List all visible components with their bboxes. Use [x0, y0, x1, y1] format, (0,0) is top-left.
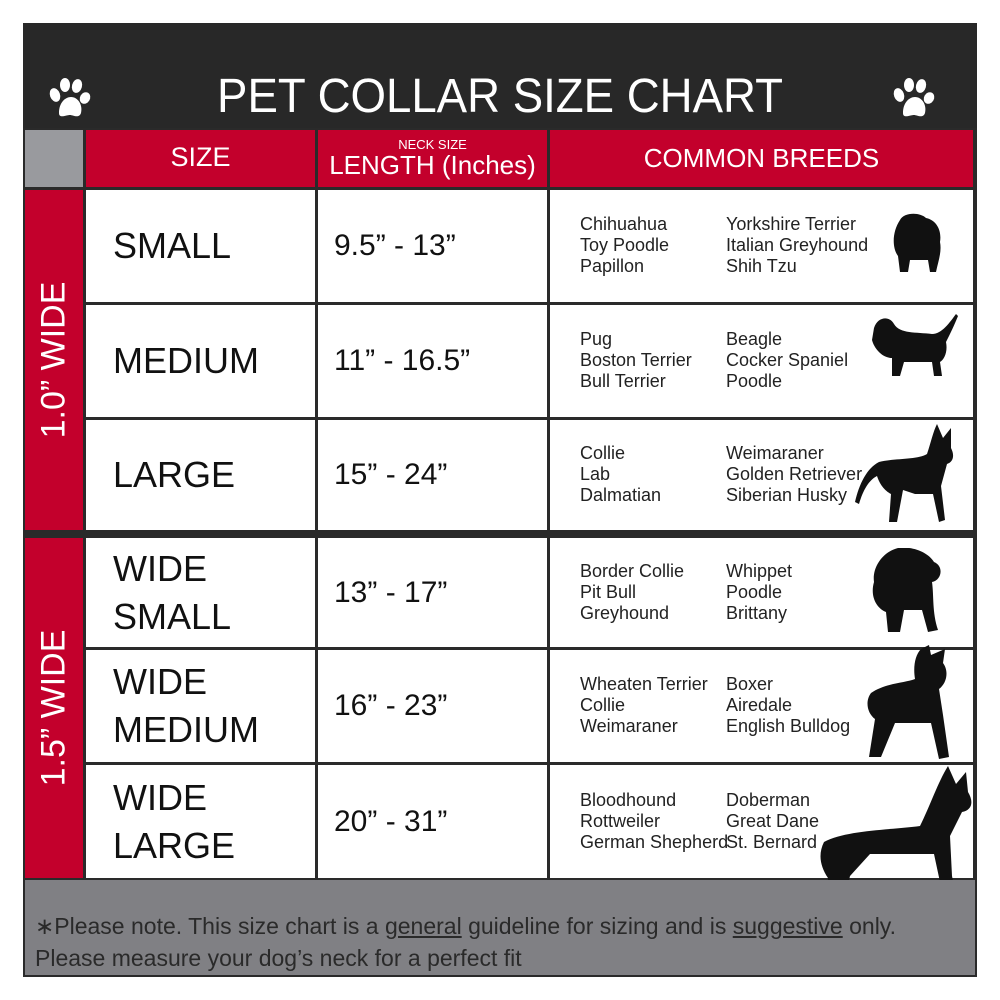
length-cell: 16” - 23”	[318, 650, 547, 762]
length-value: 16” - 23”	[334, 689, 448, 722]
breed-name: English Bulldog	[726, 716, 851, 736]
breeds-col-1: Collie Lab Dalmatian	[580, 443, 661, 506]
group-label-text: 1.0” WIDE	[34, 281, 73, 439]
breeds-col-2: Beagle Cocker Spaniel Poodle	[726, 329, 848, 392]
breeds-cell: Wheaten Terrier Collie Weimaraner Boxer Aire…	[550, 650, 973, 762]
breed-name: Toy Poodle	[580, 235, 670, 255]
breed-name: Boxer	[726, 674, 774, 694]
breed-name: Brittany	[726, 603, 788, 623]
size-label: WIDE SMALL	[113, 547, 232, 637]
breed-name: Collie	[580, 443, 626, 463]
pitbull-silhouette-icon	[867, 645, 949, 759]
size-label: MEDIUM	[113, 340, 259, 381]
breeds-col-2: Doberman Great Dane St. Bernard	[726, 790, 819, 853]
page-title: PET COLLAR SIZE CHART	[217, 70, 783, 123]
breeds-cell: Bloodhound Rottweiler German Shepherd Dober…	[550, 765, 973, 878]
bulldog-silhouette-icon	[872, 548, 941, 632]
length-cell: 13” - 17”	[318, 538, 547, 647]
breed-name: Dalmatian	[580, 485, 662, 505]
doberman-silhouette-icon	[820, 766, 972, 920]
size-cell: WIDE MEDIUM	[86, 650, 315, 762]
size-cell: SMALL	[86, 190, 315, 302]
length-cell: 9.5” - 13”	[318, 190, 547, 302]
paw-icon	[49, 78, 91, 117]
breed-name: Greyhound	[580, 603, 670, 623]
breed-name: Great Dane	[726, 811, 820, 831]
breed-name: Wheaten Terrier	[580, 674, 708, 694]
breeds-col-2: Whippet Poodle Brittany	[726, 561, 792, 624]
breed-name: Airedale	[726, 695, 793, 715]
breeds-col-1: Chihuahua Toy Poodle Papillon	[580, 214, 669, 277]
size-label: LARGE	[113, 454, 236, 495]
length-value: 9.5” - 13”	[334, 229, 456, 262]
header-size: SIZE	[86, 130, 315, 187]
breed-name: Shih Tzu	[726, 256, 797, 276]
length-cell: 15” - 24”	[318, 420, 547, 530]
breed-name: Papillon	[580, 256, 645, 276]
breeds-col-2: Weimaraner Golden Retriever Siberian Husky	[726, 443, 862, 506]
size-cell: MEDIUM	[86, 305, 315, 417]
breed-name: Poodle	[726, 371, 783, 391]
breed-name: Siberian Husky	[726, 485, 848, 505]
group-label-1-5in: 1.5” WIDE	[25, 538, 83, 878]
header-length-sub: NECK SIZE	[398, 137, 467, 152]
group-label-text: 1.5” WIDE	[34, 629, 73, 787]
header-length: NECK SIZE LENGTH (Inches)	[318, 130, 547, 187]
breeds-col-1: Bloodhound Rottweiler German Shepherd	[580, 790, 728, 853]
breed-name: Weimaraner	[580, 716, 678, 736]
breed-name: Golden Retriever	[726, 464, 863, 484]
breed-name: Cocker Spaniel	[726, 350, 849, 370]
length-value: 11” - 16.5”	[334, 344, 471, 377]
breed-name: Poodle	[726, 582, 783, 602]
breed-name: Doberman	[726, 790, 811, 810]
breed-name: Collie	[580, 695, 626, 715]
size-cell: WIDE LARGE	[86, 765, 315, 878]
breed-name: Weimaraner	[726, 443, 824, 463]
size-cell: WIDE SMALL	[86, 538, 315, 647]
breed-name: Border Collie	[580, 561, 685, 581]
length-value: 13” - 17”	[334, 575, 448, 609]
breeds-col-1: Pug Boston Terrier Bull Terrier	[580, 329, 692, 392]
length-cell: 20” - 31”	[318, 765, 547, 878]
breed-name: Boston Terrier	[580, 350, 692, 370]
length-cell: 11” - 16.5”	[318, 305, 547, 417]
shepherd-silhouette-icon	[855, 424, 954, 522]
footer-line-2: Please measure your dog’s neck for a per…	[35, 945, 522, 971]
breed-name: Whippet	[726, 561, 793, 581]
breed-name: Pug	[580, 329, 613, 349]
breed-name: Italian Greyhound	[726, 235, 869, 255]
breed-name: Lab	[580, 464, 611, 484]
header-breeds: COMMON BREEDS	[550, 130, 973, 187]
size-cell: LARGE	[86, 420, 315, 530]
small-dog-silhouette-icon	[893, 213, 941, 272]
paw-icon	[893, 78, 935, 117]
title-bar: PET COLLAR SIZE CHART	[23, 23, 977, 128]
breed-name: Bull Terrier	[580, 371, 666, 391]
footer-note: ∗Please note. This size chart is a gener…	[25, 880, 975, 975]
length-value: 15” - 24”	[334, 458, 448, 491]
breeds-col-2: Boxer Airedale English Bulldog	[726, 674, 850, 737]
breed-name: Yorkshire Terrier	[726, 214, 857, 234]
breeds-col-1: Wheaten Terrier Collie Weimaraner	[580, 674, 708, 737]
header-length-main: LENGTH (Inches)	[329, 150, 536, 180]
breed-name: St. Bernard	[726, 832, 818, 852]
group-label-1in: 1.0” WIDE	[25, 190, 83, 530]
breed-name: German Shepherd	[580, 832, 729, 852]
breed-name: Chihuahua	[580, 214, 668, 234]
size-label: WIDE LARGE	[113, 776, 236, 866]
breed-name: Pit Bull	[580, 582, 637, 602]
breed-name: Beagle	[726, 329, 783, 349]
breed-name: Bloodhound	[580, 790, 677, 810]
breeds-col-2: Yorkshire Terrier Italian Greyhound Shih T…	[726, 214, 868, 277]
length-value: 20” - 31”	[334, 804, 448, 838]
footer-line-1: ∗Please note. This size chart is a gener…	[35, 913, 896, 939]
size-label: SMALL	[113, 225, 232, 266]
basset-silhouette-icon	[872, 314, 958, 376]
breed-name: Rottweiler	[580, 811, 661, 831]
size-label: WIDE MEDIUM	[113, 661, 259, 750]
breeds-col-1: Border Collie Pit Bull Greyhound	[580, 561, 684, 624]
corner-cell	[25, 130, 83, 187]
